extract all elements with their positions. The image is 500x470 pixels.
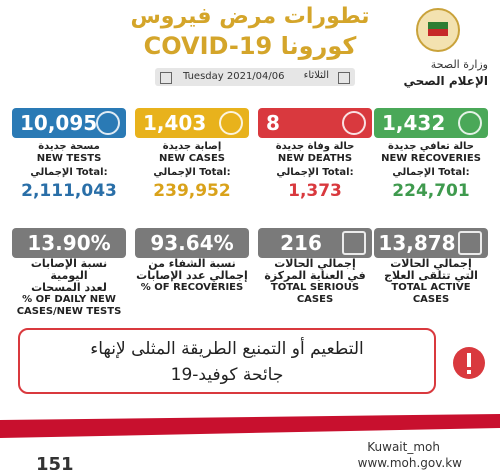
value-box: 13,878 [374, 228, 488, 258]
value-box: 1,403 [135, 108, 249, 138]
label-ar: مسحة جديدة [38, 141, 100, 152]
icon [342, 231, 366, 255]
value-box: 216 [258, 228, 372, 258]
message-banner: التطعيم أو التمنيع الطريقة المثلى لإنهاء… [18, 328, 436, 394]
message-line: جائحة كوفيد-19 [170, 365, 284, 385]
value: 10,095 [20, 111, 98, 135]
value-box: 1,432 [374, 108, 488, 138]
icon [458, 111, 482, 135]
date: Tuesday 2021/04/06 [183, 71, 285, 82]
label-ar: نسبة الشفاء من [148, 257, 236, 270]
label-en: NEW TESTS [36, 153, 102, 164]
calendar-icon [160, 72, 172, 84]
total-label: الإجمالي Total: [392, 167, 470, 178]
daily-card: 8 حالة وفاة جديدة NEW DEATHS الإجمالي Total… [258, 108, 372, 201]
total: 1,373 [288, 181, 342, 201]
calendar-icon [338, 72, 350, 84]
summary-card: 13.90% نسبة الإصابات اليومية لعدد المسحات%… [12, 228, 126, 318]
label-ar: إجمالي الحالات [390, 257, 472, 270]
label-ar: حالة تعافي جديدة [388, 141, 474, 152]
icon [458, 231, 482, 255]
label-en: NEW DEATHS [277, 153, 353, 164]
total: 239,952 [153, 181, 231, 201]
title: تطورات مرض فيروس [130, 4, 370, 29]
icon [342, 111, 366, 135]
value: 1,403 [143, 111, 207, 135]
daily-card: 1,432 حالة تعافي جديدة NEW RECOVERIES الإجم… [374, 108, 488, 201]
value-box: 8 [258, 108, 372, 138]
label-ar: في العناية المركزة [264, 269, 366, 282]
label-ar: إجمالي عدد الإصابات [136, 269, 248, 282]
subtitle: كورونا COVID-19 [143, 32, 357, 60]
label-ar: إجمالي الحالات [274, 257, 356, 270]
ministry: وزارة الصحة [430, 58, 488, 71]
total-label: الإجمالي Total: [276, 167, 354, 178]
footer-stripe [0, 414, 500, 438]
logo [416, 8, 460, 52]
label-en: % OF DAILY NEW [22, 294, 116, 305]
summary-card: 93.64% نسبة الشفاء من إجمالي عدد الإصابات%… [135, 228, 249, 294]
label-en: NEW CASES [158, 153, 226, 164]
value: 8 [266, 111, 280, 135]
summary-card: 13,878 إجمالي الحالات التي تتلقى العلاج TOT… [374, 228, 488, 306]
label-en: TOTAL ACTIVE CASES [391, 282, 471, 305]
social-handle: Kuwait_moh [367, 440, 440, 454]
label-en: CASES/NEW TESTS [16, 306, 122, 317]
website: www.moh.gov.kw [357, 456, 462, 470]
total: 2,111,043 [21, 181, 117, 201]
summary-card: 216 إجمالي الحالات في العناية المركزة TOTAL… [258, 228, 372, 306]
total: 224,701 [392, 181, 470, 201]
message-line: التطعيم أو التمنيع الطريقة المثلى لإنهاء [90, 339, 364, 359]
value-box: 93.64% [135, 228, 249, 258]
label-ar: حالة وفاة جديدة [275, 141, 355, 152]
date-bar: Tuesday 2021/04/06 الثلاثاء [155, 68, 355, 86]
icon [219, 111, 243, 135]
daily-card: 1,403 إصابة جديدة NEW CASES الإجمالي Total:… [135, 108, 249, 201]
label-en: % OF RECOVERIES [140, 282, 244, 293]
total-label: الإجمالي Total: [153, 167, 231, 178]
value-box: 10,095 [12, 108, 126, 138]
value: 216 [280, 231, 322, 255]
value-box: 13.90% [12, 228, 126, 258]
value: 1,432 [382, 111, 446, 135]
department: الإعلام الصحي [403, 74, 488, 88]
weekday: الثلاثاء [303, 70, 329, 81]
label-ar: التي تتلقى العلاج [384, 269, 478, 282]
value: 93.64% [150, 231, 234, 255]
label-en: NEW RECOVERIES [381, 153, 481, 164]
label-ar: إصابة جديدة [162, 141, 222, 152]
icon [96, 111, 120, 135]
value: 13,878 [378, 231, 456, 255]
label-en: TOTAL SERIOUS CASES [270, 282, 360, 305]
label-ar: نسبة الإصابات اليومية [30, 257, 108, 282]
alert-icon [453, 347, 485, 379]
label-ar: لعدد المسحات [31, 281, 107, 294]
hotline: 151 [36, 454, 74, 470]
value: 13.90% [27, 231, 111, 255]
daily-card: 10,095 مسحة جديدة NEW TESTS الإجمالي Total:… [12, 108, 126, 201]
total-label: الإجمالي Total: [30, 167, 108, 178]
